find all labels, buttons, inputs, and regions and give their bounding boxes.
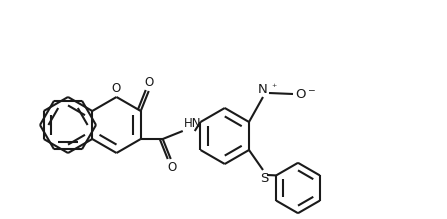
Text: N: N	[258, 83, 268, 96]
Text: O: O	[144, 76, 153, 89]
Text: $^+$: $^+$	[270, 83, 278, 92]
Text: HN: HN	[184, 117, 201, 130]
Text: S: S	[260, 172, 268, 185]
Text: O$^-$: O$^-$	[295, 88, 316, 101]
Text: O: O	[112, 82, 121, 95]
Text: O: O	[167, 161, 177, 174]
